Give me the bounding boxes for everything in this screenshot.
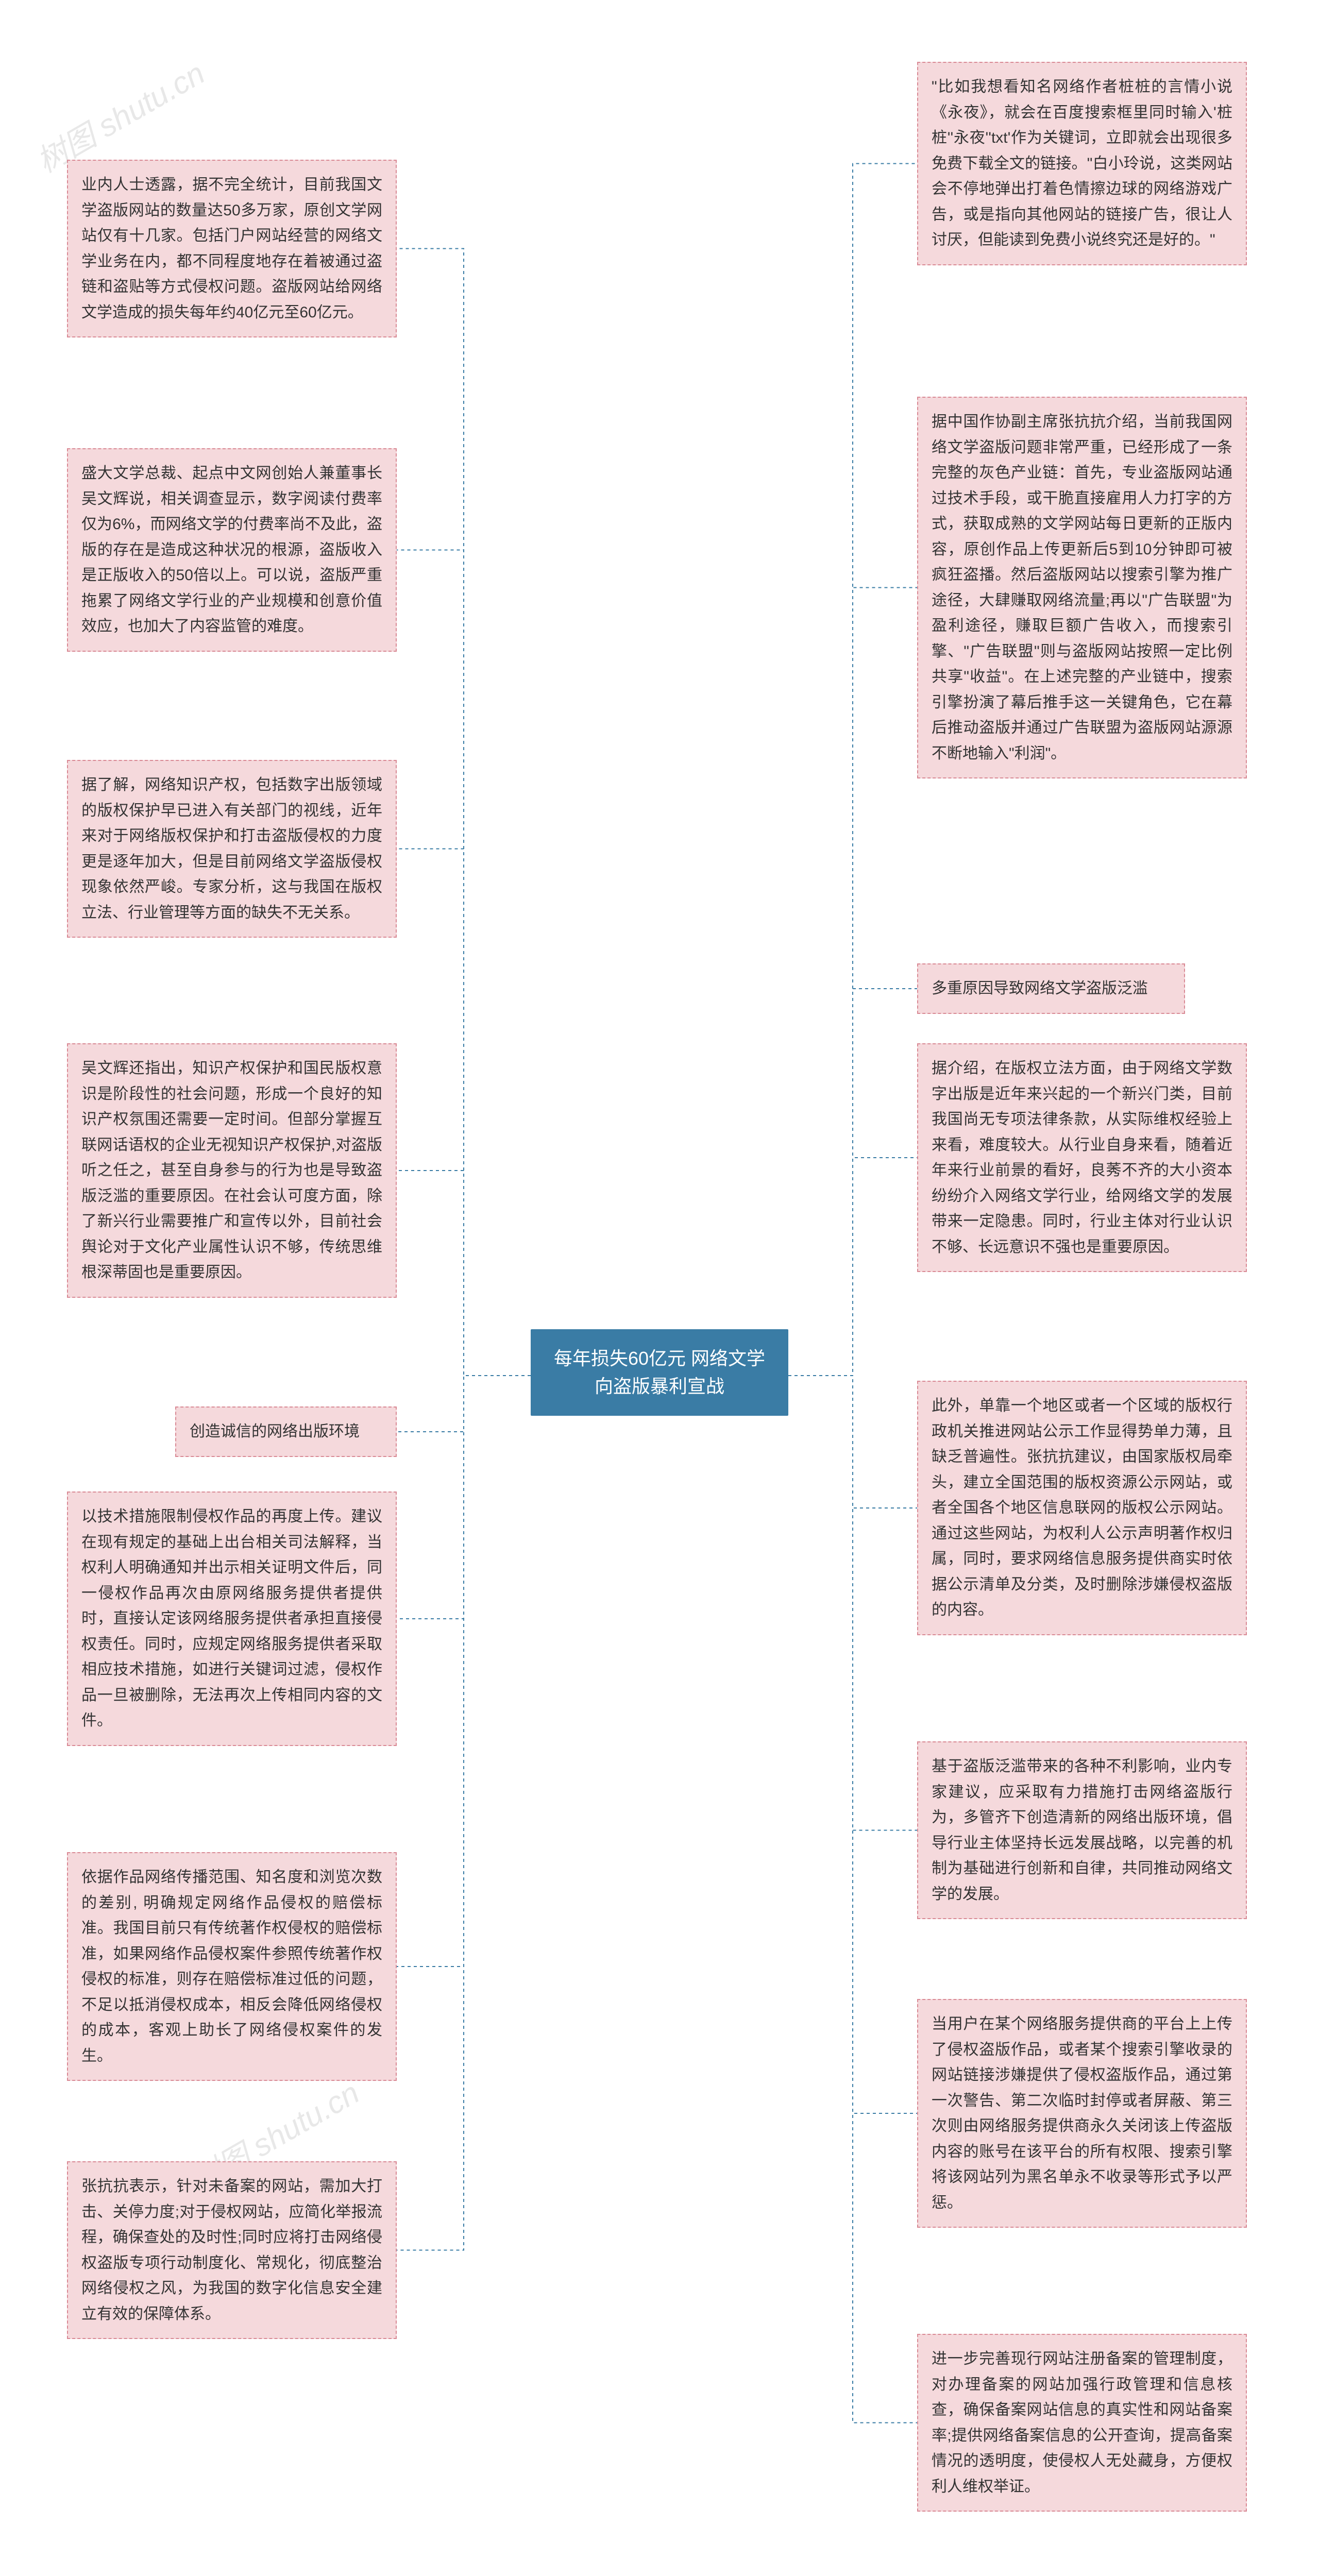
leaf-text: 当用户在某个网络服务提供商的平台上上传了侵权盗版作品，或者某个搜索引擎收录的网站… bbox=[932, 2015, 1232, 2211]
center-node: 每年损失60亿元 网络文学向盗版暴利宣战 bbox=[531, 1329, 788, 1416]
right-leaf-6: 当用户在某个网络服务提供商的平台上上传了侵权盗版作品，或者某个搜索引擎收录的网站… bbox=[917, 1999, 1247, 2228]
right-leaf-3: 据介绍，在版权立法方面，由于网络文学数字出版是近年来兴起的一个新兴门类，目前我国… bbox=[917, 1043, 1247, 1272]
leaf-text: 张抗抗表示，针对未备案的网站，需加大打击、关停力度;对于侵权网站，应简化举报流程… bbox=[81, 2178, 382, 2323]
leaf-text: 多重原因导致网络文学盗版泛滥 bbox=[932, 980, 1148, 997]
left-leaf-7: 张抗抗表示，针对未备案的网站，需加大打击、关停力度;对于侵权网站，应简化举报流程… bbox=[67, 2161, 397, 2339]
leaf-text: 进一步完善现行网站注册备案的管理制度，对办理备案的网站加强行政管理和信息核查，确… bbox=[932, 2350, 1232, 2495]
right-leaf-1: 据中国作协副主席张抗抗介绍，当前我国网络文学盗版问题非常严重，已经形成了一条完整… bbox=[917, 397, 1247, 778]
left-leaf-0: 业内人士透露，据不完全统计，目前我国文学盗版网站的数量达50多万家，原创文学网站… bbox=[67, 160, 397, 337]
leaf-text: 据介绍，在版权立法方面，由于网络文学数字出版是近年来兴起的一个新兴门类，目前我国… bbox=[932, 1060, 1232, 1256]
right-leaf-5: 基于盗版泛滥带来的各种不利影响，业内专家建议，应采取有力措施打击网络盗版行为，多… bbox=[917, 1741, 1247, 1919]
leaf-text: "比如我想看知名网络作者桩桩的言情小说《永夜》，就会在百度搜索框里同时输入'桩桩… bbox=[932, 78, 1232, 248]
leaf-text: 基于盗版泛滥带来的各种不利影响，业内专家建议，应采取有力措施打击网络盗版行为，多… bbox=[932, 1758, 1232, 1903]
leaf-text: 盛大文学总裁、起点中文网创始人兼董事长吴文辉说，相关调查显示，数字阅读付费率仅为… bbox=[81, 465, 382, 635]
center-text: 每年损失60亿元 网络文学向盗版暴利宣战 bbox=[554, 1348, 765, 1397]
leaf-text: 依据作品网络传播范围、知名度和浏览次数的差别, 明确规定网络作品侵权的赔偿标准。… bbox=[81, 1869, 382, 2064]
right-leaf-4: 此外，单靠一个地区或者一个区域的版权行政机关推进网站公示工作显得势单力薄，且缺乏… bbox=[917, 1381, 1247, 1635]
right-leaf-7: 进一步完善现行网站注册备案的管理制度，对办理备案的网站加强行政管理和信息核查，确… bbox=[917, 2334, 1247, 2512]
leaf-text: 创造诚信的网络出版环境 bbox=[190, 1423, 360, 1440]
leaf-text: 以技术措施限制侵权作品的再度上传。建议在现有规定的基础上出台相关司法解释，当权利… bbox=[81, 1508, 382, 1729]
leaf-text: 据中国作协副主席张抗抗介绍，当前我国网络文学盗版问题非常严重，已经形成了一条完整… bbox=[932, 413, 1232, 762]
right-leaf-0: "比如我想看知名网络作者桩桩的言情小说《永夜》，就会在百度搜索框里同时输入'桩桩… bbox=[917, 62, 1247, 265]
leaf-text: 吴文辉还指出，知识产权保护和国民版权意识是阶段性的社会问题，形成一个良好的知识产… bbox=[81, 1060, 382, 1281]
left-leaf-5: 以技术措施限制侵权作品的再度上传。建议在现有规定的基础上出台相关司法解释，当权利… bbox=[67, 1492, 397, 1746]
left-leaf-1: 盛大文学总裁、起点中文网创始人兼董事长吴文辉说，相关调查显示，数字阅读付费率仅为… bbox=[67, 448, 397, 652]
left-leaf-3: 吴文辉还指出，知识产权保护和国民版权意识是阶段性的社会问题，形成一个良好的知识产… bbox=[67, 1043, 397, 1298]
right-leaf-2: 多重原因导致网络文学盗版泛滥 bbox=[917, 963, 1185, 1014]
left-leaf-2: 据了解，网络知识产权，包括数字出版领域的版权保护早已进入有关部门的视线，近年来对… bbox=[67, 760, 397, 938]
leaf-text: 业内人士透露，据不完全统计，目前我国文学盗版网站的数量达50多万家，原创文学网站… bbox=[81, 176, 382, 321]
left-leaf-4: 创造诚信的网络出版环境 bbox=[175, 1406, 397, 1457]
leaf-text: 据了解，网络知识产权，包括数字出版领域的版权保护早已进入有关部门的视线，近年来对… bbox=[81, 776, 382, 921]
left-leaf-6: 依据作品网络传播范围、知名度和浏览次数的差别, 明确规定网络作品侵权的赔偿标准。… bbox=[67, 1852, 397, 2081]
leaf-text: 此外，单靠一个地区或者一个区域的版权行政机关推进网站公示工作显得势单力薄，且缺乏… bbox=[932, 1397, 1232, 1618]
